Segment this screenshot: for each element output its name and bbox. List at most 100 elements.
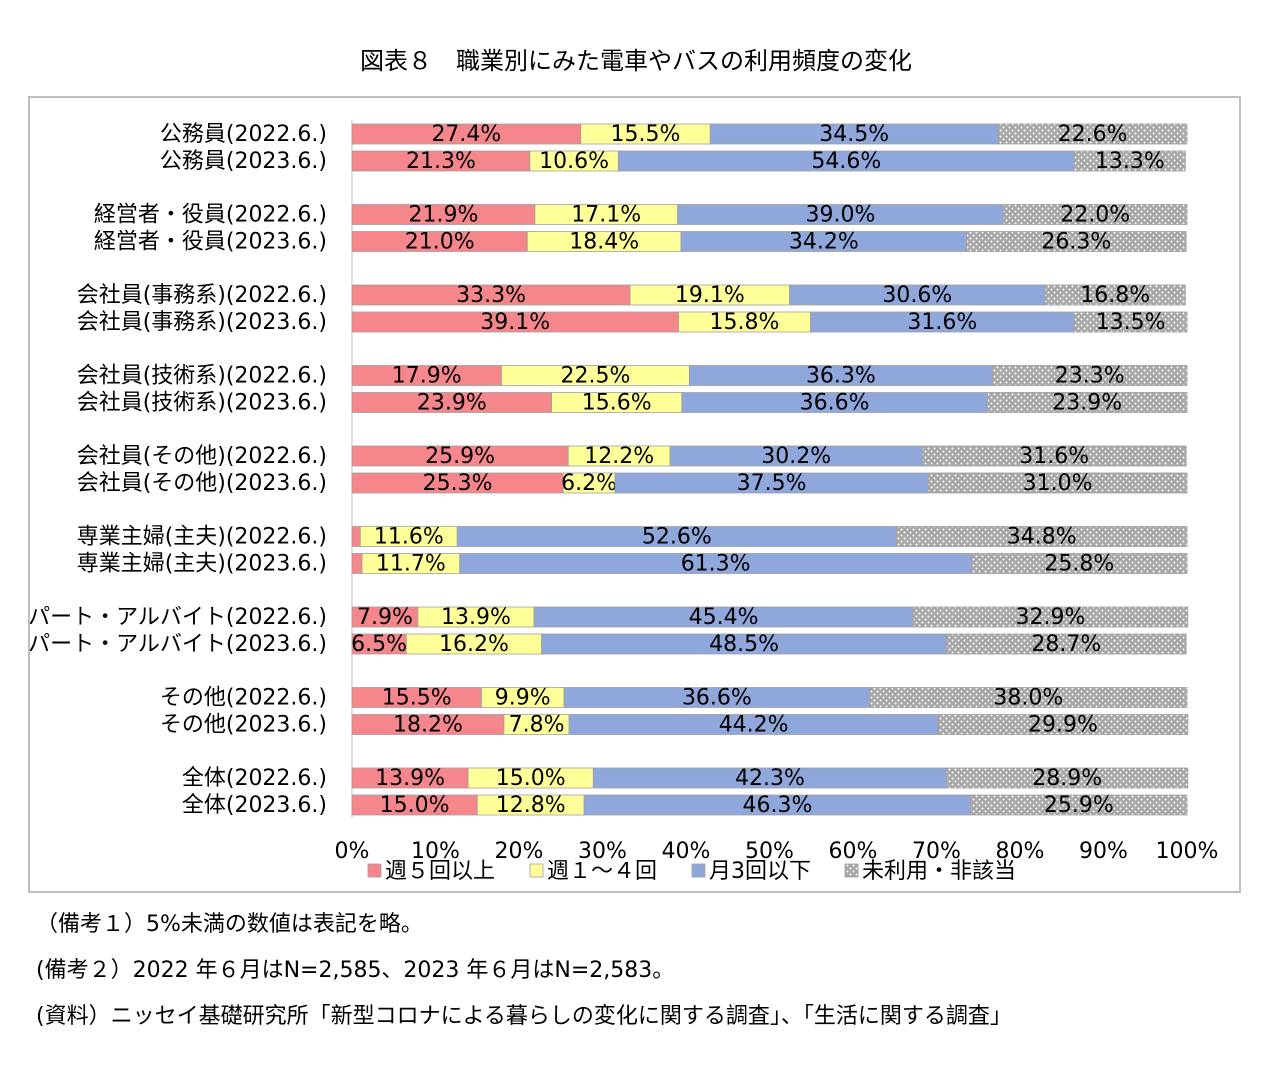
bar-segment [997,123,1188,145]
value-label: 7.8% [509,713,565,738]
bar-segment [970,794,1188,816]
bar-segment [921,445,1187,467]
value-label: 17.1% [571,203,641,228]
value-label: 32.9% [1016,605,1086,630]
value-label: 6.5% [351,632,407,657]
y-tick-label: 公務員(2022.6.) [160,122,327,147]
value-label: 25.3% [423,471,493,496]
value-label: 13.9% [441,605,511,630]
bar-segment [1044,284,1186,306]
value-label: 15.0% [496,766,566,791]
value-label: 29.9% [1028,713,1098,738]
y-tick-label: 会社員(技術系)(2023.6.) [77,391,327,416]
x-tick-label: 100% [1156,839,1219,864]
value-label: 15.0% [380,793,450,818]
bar-segment [946,633,1187,655]
bar-segment [869,687,1188,708]
value-label: 30.6% [882,283,952,308]
y-tick-label: その他(2023.6.) [160,713,327,738]
bar-segment [1002,204,1188,225]
x-tick-label: 40% [662,839,711,864]
value-label: 16.2% [439,632,509,657]
value-label: 39.1% [480,310,550,335]
value-label: 19.1% [675,283,745,308]
value-label: 9.9% [495,686,551,711]
legend-label: 未利用・非該当 [862,859,1016,884]
y-tick-label: パート・アルバイト(2022.6.) [28,605,327,630]
y-tick-label: 全体(2022.6.) [182,766,327,791]
x-tick-label: 0% [335,839,370,864]
note: (資料）ニッセイ基礎研究所「新型コロナによる暮らしの変化に関する調査」、「生活に… [36,1004,1012,1029]
value-label: 34.5% [819,122,889,147]
bar-segment [946,767,1189,789]
bar-segment [351,553,363,574]
value-label: 38.0% [993,686,1063,711]
x-tick-label: 10% [411,839,460,864]
value-label: 15.8% [710,310,780,335]
x-tick-label: 90% [1079,839,1128,864]
value-label: 18.4% [569,230,639,255]
value-label: 27.4% [431,122,501,147]
value-label: 11.6% [374,525,444,550]
y-tick-label: 経営者・役員(2023.6.) [94,230,327,255]
value-label: 28.7% [1031,632,1101,657]
value-label: 15.5% [611,122,681,147]
bar-segment [896,526,1188,547]
bar-segment [1073,150,1186,172]
value-label: 13.3% [1095,149,1165,174]
value-label: 31.0% [1023,471,1093,496]
legend-label: 週１～４回 [547,859,657,884]
y-tick-label: 経営者・役員(2022.6.) [94,203,327,228]
value-label: 45.4% [689,605,759,630]
x-tick-label: 70% [912,839,961,864]
value-label: 52.6% [642,525,712,550]
bar-segment [987,392,1188,413]
x-tick-label: 80% [996,839,1045,864]
value-label: 54.6% [811,149,881,174]
value-label: 12.8% [496,793,566,818]
x-tick-label: 50% [745,839,794,864]
value-label: 25.8% [1044,552,1114,577]
value-label: 12.2% [584,444,654,469]
value-label: 10.6% [539,149,609,174]
value-label: 28.9% [1032,766,1102,791]
value-label: 15.5% [382,686,452,711]
value-label: 34.8% [1007,525,1077,550]
value-label: 15.6% [582,391,652,416]
bar-segment [351,526,361,547]
value-label: 21.9% [408,203,478,228]
y-tick-label: 会社員(技術系)(2022.6.) [77,364,327,389]
bar-segment [912,606,1189,628]
y-tick-label: 全体(2023.6.) [182,793,327,818]
value-label: 16.8% [1080,283,1150,308]
legend-swatch [367,863,382,878]
value-label: 17.9% [392,364,462,389]
value-label: 46.3% [742,793,812,818]
value-label: 21.3% [406,149,476,174]
value-label: 22.0% [1060,203,1130,228]
y-tick-label: パート・アルバイト(2023.6.) [28,632,327,657]
value-label: 26.3% [1041,230,1111,255]
value-label: 44.2% [719,713,789,738]
value-label: 36.6% [800,391,870,416]
value-label: 37.5% [737,471,807,496]
value-label: 23.3% [1055,364,1125,389]
value-label: 11.7% [376,552,446,577]
value-label: 25.9% [425,444,495,469]
x-tick-label: 30% [578,839,627,864]
value-label: 39.0% [806,203,876,228]
value-label: 7.9% [357,605,413,630]
value-label: 61.3% [681,552,751,577]
value-label: 30.2% [761,444,831,469]
value-label: 36.3% [806,364,876,389]
value-label: 22.5% [560,364,630,389]
y-tick-label: 専業主婦(主夫)(2022.6.) [77,525,327,550]
value-label: 22.6% [1058,122,1128,147]
note: （備考１）5%未満の数値は表記を略。 [36,912,423,937]
legend-swatch [844,863,859,878]
value-label: 13.5% [1096,310,1166,335]
value-label: 6.2% [561,471,617,496]
y-tick-label: 専業主婦(主夫)(2023.6.) [77,552,327,577]
value-label: 34.2% [789,230,859,255]
